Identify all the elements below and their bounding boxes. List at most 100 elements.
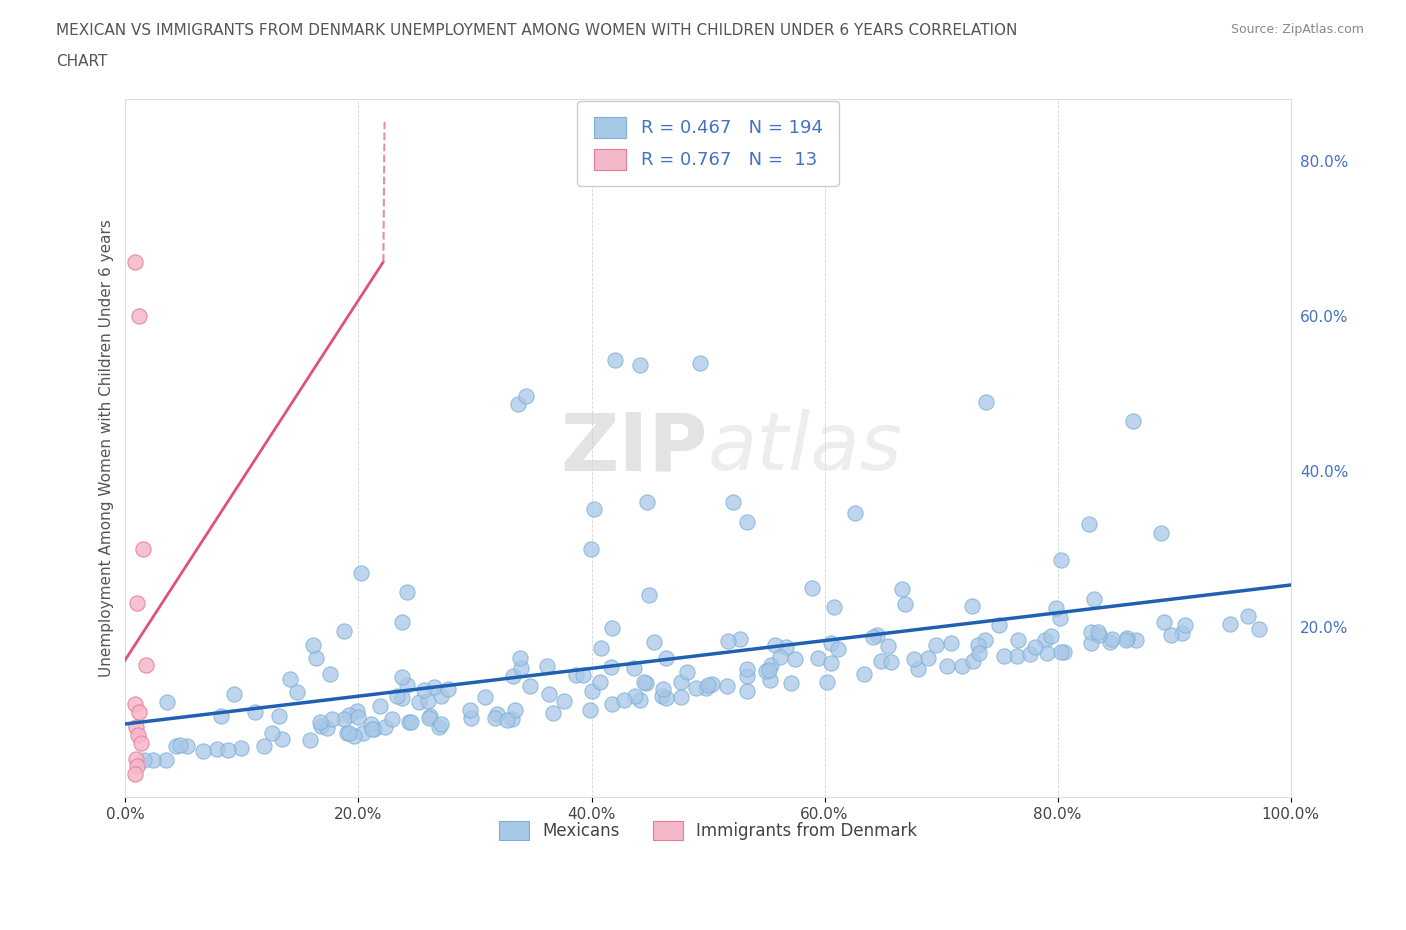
Point — [605, 352, 627, 367]
Point — [613, 693, 636, 708]
Point — [1219, 617, 1241, 631]
Point — [458, 702, 481, 717]
Point — [333, 711, 356, 726]
Text: ZIP: ZIP — [561, 409, 709, 487]
Point — [1153, 614, 1175, 629]
Point — [127, 596, 149, 611]
Point — [399, 714, 422, 729]
Point — [515, 389, 537, 404]
Point — [381, 712, 404, 727]
Point — [655, 690, 678, 705]
Point — [363, 722, 385, 737]
Point — [783, 651, 806, 666]
Point — [1040, 628, 1063, 643]
Point — [769, 649, 792, 664]
Point — [894, 597, 917, 612]
Point — [759, 672, 782, 687]
Point — [285, 684, 308, 699]
Point — [939, 635, 962, 650]
Point — [333, 624, 356, 639]
Point — [589, 674, 612, 689]
Point — [1116, 631, 1139, 645]
Text: CHART: CHART — [56, 54, 108, 69]
Point — [1115, 632, 1137, 647]
Point — [125, 751, 148, 766]
Point — [391, 615, 413, 630]
Point — [124, 766, 146, 781]
Point — [1236, 608, 1258, 623]
Point — [299, 732, 322, 747]
Point — [398, 714, 420, 729]
Point — [583, 502, 606, 517]
Point — [124, 254, 146, 269]
Point — [496, 713, 519, 728]
Point — [1049, 552, 1071, 567]
Point — [628, 692, 651, 707]
Point — [305, 651, 328, 666]
Point — [408, 694, 430, 709]
Point — [827, 641, 849, 656]
Point — [728, 631, 751, 646]
Point — [735, 514, 758, 529]
Point — [735, 669, 758, 684]
Point — [165, 738, 187, 753]
Point — [876, 638, 898, 653]
Point — [602, 620, 624, 635]
Point — [917, 651, 939, 666]
Point — [866, 628, 889, 643]
Point — [1249, 621, 1271, 636]
Point — [418, 711, 440, 725]
Point — [474, 690, 496, 705]
Point — [368, 699, 391, 714]
Point — [503, 702, 526, 717]
Point — [347, 710, 370, 724]
Point — [395, 585, 418, 600]
Point — [655, 651, 678, 666]
Point — [761, 658, 783, 672]
Point — [780, 675, 803, 690]
Point — [176, 738, 198, 753]
Point — [589, 641, 612, 656]
Point — [336, 725, 359, 740]
Point — [936, 659, 959, 674]
Point — [541, 705, 564, 720]
Point — [695, 681, 717, 696]
Point — [1005, 648, 1028, 663]
Point — [217, 743, 239, 758]
Point — [755, 663, 778, 678]
Point — [485, 707, 508, 722]
Point — [374, 720, 396, 735]
Point — [633, 674, 655, 689]
Point — [1125, 632, 1147, 647]
Point — [636, 676, 658, 691]
Point — [271, 732, 294, 747]
Point — [318, 667, 340, 682]
Point — [502, 669, 524, 684]
Point — [1007, 632, 1029, 647]
Point — [419, 708, 441, 723]
Point — [209, 709, 232, 724]
Point — [880, 655, 903, 670]
Point — [519, 679, 541, 694]
Point — [155, 753, 177, 768]
Point — [484, 711, 506, 725]
Point — [717, 634, 740, 649]
Point — [1160, 627, 1182, 642]
Point — [758, 662, 780, 677]
Point — [391, 670, 413, 684]
Point — [309, 714, 332, 729]
Point — [346, 704, 368, 719]
Point — [600, 697, 623, 711]
Point — [1036, 645, 1059, 660]
Point — [387, 688, 409, 703]
Point — [127, 759, 149, 774]
Point — [807, 651, 830, 666]
Point — [156, 695, 179, 710]
Point — [671, 674, 693, 689]
Point — [224, 686, 246, 701]
Point — [1080, 636, 1102, 651]
Point — [907, 662, 929, 677]
Point — [721, 495, 744, 510]
Point — [132, 541, 155, 556]
Point — [581, 684, 603, 698]
